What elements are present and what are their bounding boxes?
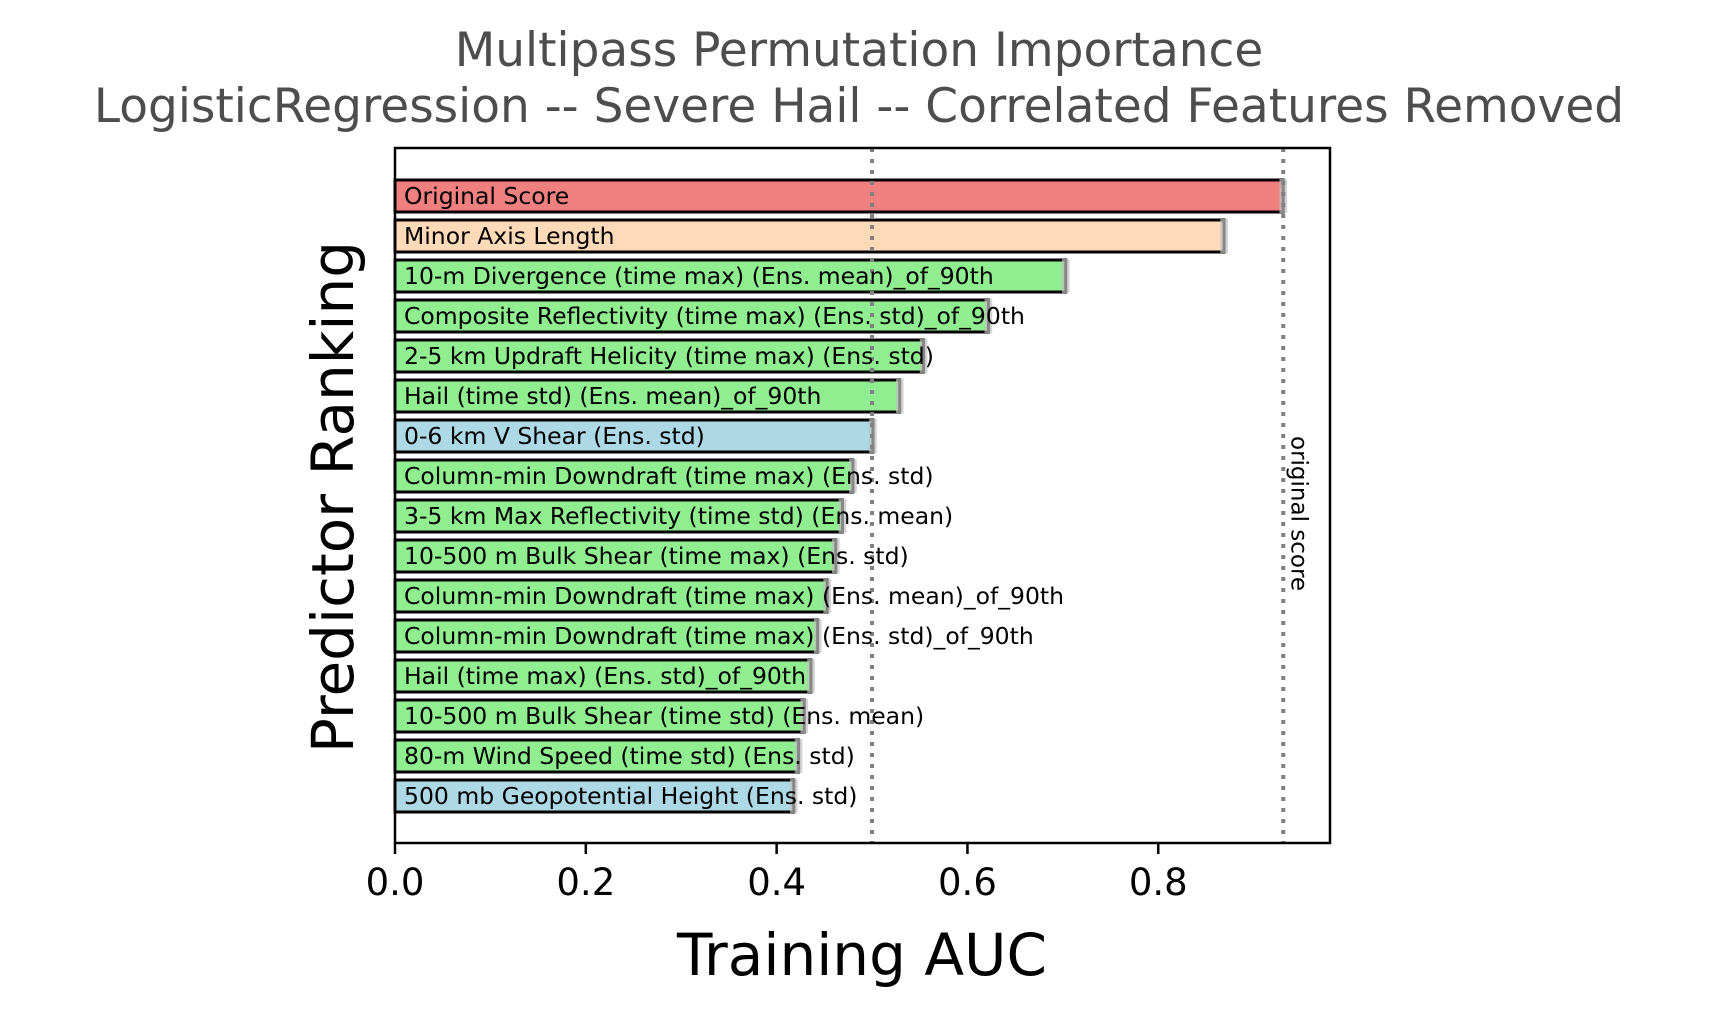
chart-subtitle: LogisticRegression -- Severe Hail -- Cor…: [94, 79, 1624, 134]
error-bar: [789, 779, 798, 813]
bar: [393, 418, 875, 454]
bar-label: 80-m Wind Speed (time std) (Ens. std): [404, 742, 855, 770]
bar: [393, 658, 813, 694]
reference-lines: original score: [870, 148, 1311, 843]
error-bar: [984, 299, 993, 333]
bar-label: 2-5 km Updraft Helicity (time max) (Ens.…: [404, 342, 934, 370]
x-axis-ticks: 0.0 0.2 0.4 0.6 0.8: [366, 843, 1188, 904]
x-tick-label: 0.2: [556, 861, 615, 904]
x-tick-label: 0.8: [1129, 861, 1188, 904]
error-bar: [831, 539, 840, 573]
bar-label: 10-m Divergence (time max) (Ens. mean)_o…: [404, 262, 994, 290]
x-tick-label: 0.0: [366, 861, 425, 904]
x-tick-label: 0.4: [747, 861, 806, 904]
bar-label: Column-min Downdraft (time max) (Ens. me…: [404, 582, 1064, 610]
error-bar: [849, 459, 857, 493]
bar-label-group: Original Score Minor Axis Length 10-m Dive…: [404, 182, 1064, 810]
bar-label: 0-6 km V Shear (Ens. std): [404, 422, 705, 450]
reference-line-label: original score: [1285, 436, 1311, 591]
y-axis-label: Predictor Ranking: [299, 241, 367, 753]
error-bar: [919, 339, 928, 373]
bar-label: 10-500 m Bulk Shear (time std) (Ens. mea…: [404, 702, 924, 730]
error-bar: [838, 499, 847, 533]
error-bar: [1061, 259, 1070, 293]
bar-label: Original Score: [404, 182, 569, 210]
error-bar: [813, 619, 822, 653]
error-bar: [823, 579, 832, 613]
bar: [393, 578, 829, 614]
bar-label: 3-5 km Max Reflectivity (time std) (Ens.…: [404, 502, 953, 530]
bar: [393, 618, 820, 654]
x-tick-label: 0.6: [938, 861, 997, 904]
x-axis-label: Training AUC: [676, 921, 1047, 989]
bar-label: Column-min Downdraft (time max) (Ens. st…: [404, 622, 1034, 650]
error-bar: [807, 659, 815, 693]
bar-label: Minor Axis Length: [404, 222, 615, 250]
bar-label: Column-min Downdraft (time max) (Ens. st…: [404, 462, 934, 490]
plot-frame: [393, 146, 1332, 845]
bar-label: Hail (time max) (Ens. std)_of_90th: [404, 662, 806, 690]
bar: [393, 218, 1226, 254]
error-bar: [895, 379, 904, 413]
bar-label: Hail (time std) (Ens. mean)_of_90th: [404, 382, 821, 410]
bar-label: 10-500 m Bulk Shear (time max) (Ens. std…: [404, 542, 909, 570]
bar-label: Composite Reflectivity (time max) (Ens. …: [404, 302, 1025, 330]
bar: [393, 458, 855, 494]
error-bar: [794, 739, 803, 773]
bar-label: 500 mb Geopotential Height (Ens. std): [404, 782, 857, 810]
error-bar: [1220, 219, 1228, 253]
error-bar: [800, 699, 809, 733]
chart-title: Multipass Permutation Importance: [455, 23, 1264, 78]
